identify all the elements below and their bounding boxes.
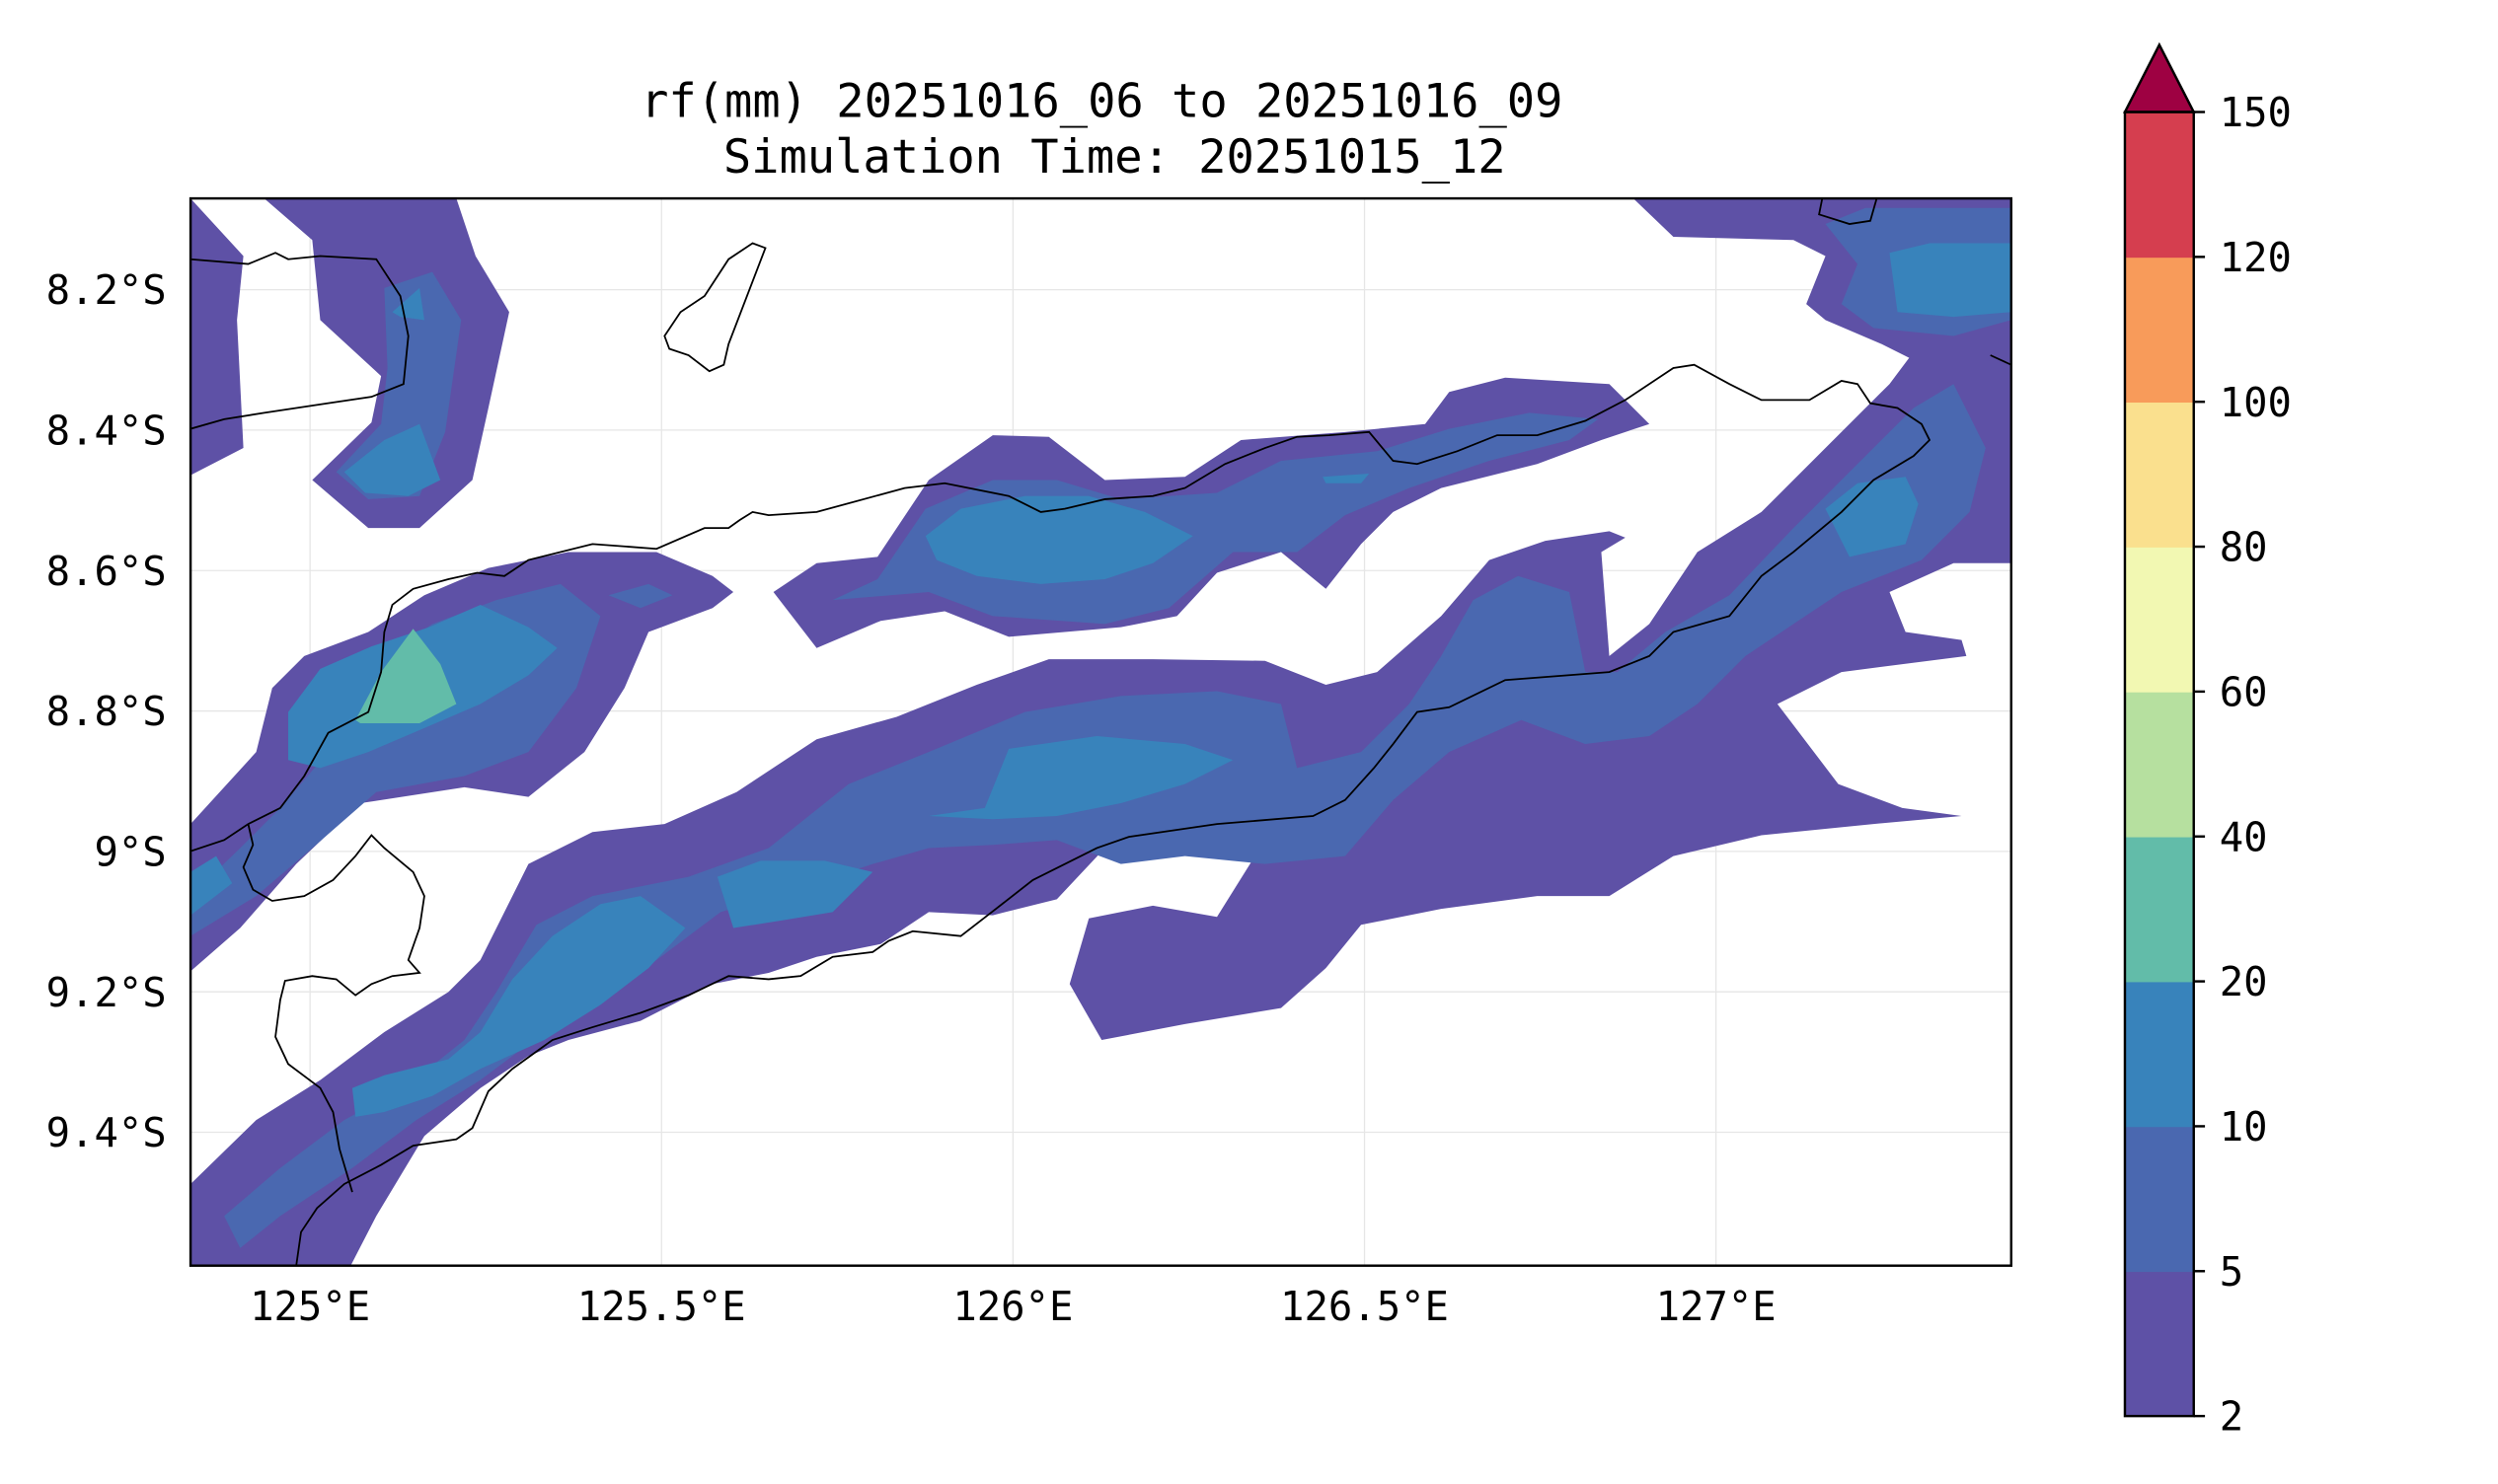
rain-peak-upper-left-2 <box>392 287 424 321</box>
y-tick-label: 8.4°S <box>46 408 167 455</box>
colorbar-segment <box>2124 836 2194 983</box>
colorbar-segment <box>2124 1271 2194 1417</box>
y-tick-label: 8.2°S <box>46 266 167 314</box>
colorbar-segment <box>2124 547 2194 693</box>
coastline-island-north <box>663 242 767 373</box>
y-tick-label: 9°S <box>94 828 166 875</box>
rain-core-west-small <box>608 583 673 609</box>
rain-max-upper-left <box>355 629 457 723</box>
y-tick-label: 8.6°S <box>46 548 167 595</box>
colorbar-label: 80 <box>2220 524 2268 571</box>
rain-core-main-diagonal <box>224 384 1986 1248</box>
coastlines <box>190 198 2011 1266</box>
colorbar-label: 120 <box>2220 234 2292 281</box>
colorbar-label: 20 <box>2220 958 2268 1005</box>
rainfall-level-20-40 <box>355 629 457 723</box>
rain-peak-west-edge <box>190 855 233 916</box>
colorbar-label: 150 <box>2220 89 2292 136</box>
colorbar-segment <box>2124 111 2194 259</box>
colorbar-segment <box>2124 257 2194 404</box>
rain-peak-upper-left <box>343 423 441 496</box>
coastline-west-timor <box>190 252 410 430</box>
colorbar-segment <box>2124 402 2194 548</box>
x-tick-label: 126.5°E <box>1280 1283 1449 1330</box>
rain-peak-central-small <box>1323 474 1370 483</box>
colorbar-segment <box>2124 981 2194 1128</box>
title-line-1: rf(mm) 20251016_06 to 20251016_09 <box>641 74 1562 128</box>
coastline-atauro-east <box>1990 354 2011 366</box>
y-tick-label: 9.4°S <box>46 1109 167 1156</box>
colorbar-label: 2 <box>2220 1393 2243 1441</box>
title-line-2: Simulation Time: 20251015_12 <box>723 130 1506 185</box>
colorbar-segment <box>2124 1126 2194 1273</box>
y-tick-label: 8.8°S <box>46 688 167 735</box>
rain-peak-east <box>1825 477 1919 557</box>
rain-peak-top-right <box>1889 243 2011 318</box>
rain-peak-central <box>925 495 1193 584</box>
colorbar-extend-arrow <box>2122 41 2196 113</box>
colorbar-frame <box>2123 111 2195 1418</box>
rain-peak-main-west <box>351 896 686 1117</box>
y-axis-labels: 8.2°S 8.4°S 8.6°S 8.8°S 9°S 9.2°S 9.4°S <box>46 266 167 1156</box>
coastline-timor-south <box>242 823 425 1193</box>
map-frame <box>189 196 2012 1267</box>
colorbar-label: 10 <box>2220 1103 2268 1150</box>
rain-peak-main-east <box>929 735 1234 820</box>
coastline-timor-north <box>190 363 1931 1266</box>
x-tick-label: 125°E <box>250 1283 370 1330</box>
rain-peak-main-mid <box>717 860 873 928</box>
colorbar-label: 40 <box>2220 813 2268 860</box>
x-tick-label: 126°E <box>952 1283 1073 1330</box>
x-tick-label: 125.5°E <box>577 1283 746 1330</box>
coastline-wetar-top <box>1818 198 1878 225</box>
colorbar-label: 100 <box>2220 379 2292 426</box>
y-tick-label: 9.2°S <box>46 969 167 1016</box>
colorbar-label: 5 <box>2220 1248 2243 1296</box>
colorbar: 2 5 10 20 40 60 80 100 120 150 <box>2122 41 2292 1441</box>
colorbar-segment <box>2124 691 2194 838</box>
colorbar-label: 60 <box>2220 669 2268 716</box>
rainfall-contours <box>190 198 2011 1266</box>
x-axis-labels: 125°E 125.5°E 126°E 126.5°E 127°E <box>250 1283 1777 1330</box>
rain-band-upper-left <box>264 198 509 529</box>
x-tick-label: 127°E <box>1656 1283 1777 1330</box>
rain-band-top-left <box>190 198 244 476</box>
